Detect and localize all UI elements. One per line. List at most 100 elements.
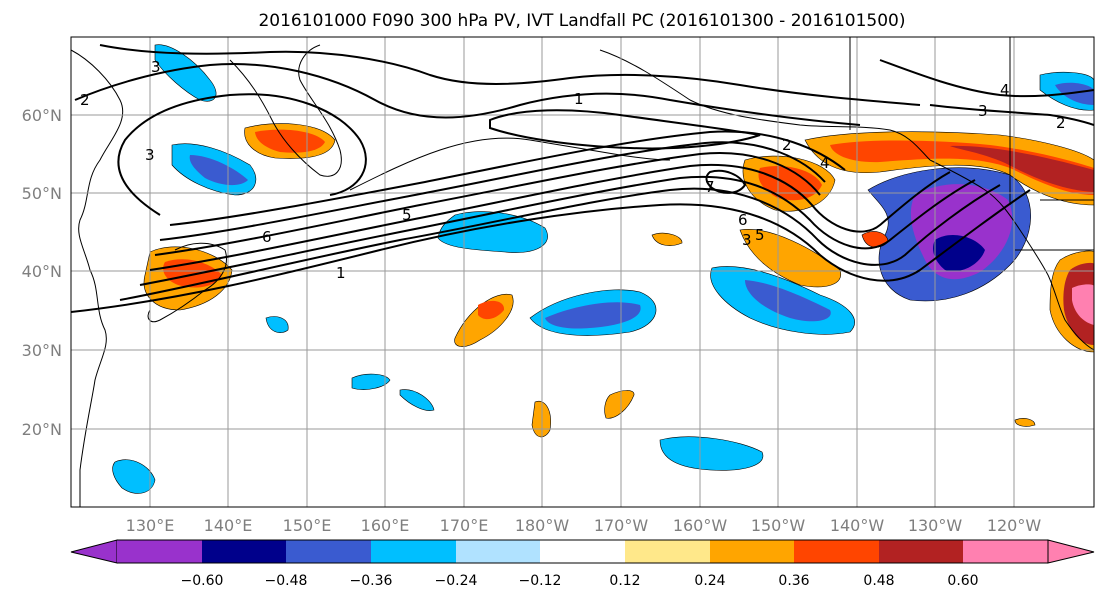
lat-tick-label: 20°N [22,420,62,439]
colorbar-tick-label: −0.24 [435,573,478,589]
lon-tick-label: 150°E [283,516,332,535]
contour-line [71,189,1031,313]
colorbar-swatch [286,540,371,563]
contour-line [149,164,951,271]
colorbar-swatch [879,540,963,563]
contour-label: 4 [820,154,830,172]
contour-line [879,59,1094,98]
lat-tick-label: 40°N [22,262,62,281]
coastline-kamchatka [229,44,342,177]
lon-tick-label: 170°E [440,516,489,535]
shading-negative-subtropics-3 [351,373,391,390]
contour-label: 3 [151,58,161,76]
shading-negative-subtropics-2 [112,459,156,494]
lat-tick-labels: 60°N 50°N 40°N 30°N 20°N [22,106,62,439]
shading-negative-dateline-inner [545,302,641,329]
contour-label: 1 [336,264,346,282]
colorbar-tick-label: 0.24 [694,573,725,589]
shading-negative-high-lat-east-inner [1055,82,1094,105]
contour-line [154,152,821,256]
contour-label: 5 [755,226,765,244]
contour-label: 2 [782,136,792,154]
contour-label: 7 [705,178,715,196]
contour-line [489,109,761,150]
contour-label: 3 [145,146,155,164]
shading-negative-subtropics-1 [659,436,764,471]
shading-positive-small-1 [651,232,683,246]
shading-positive-170e-core [478,300,505,320]
colorbar-swatch [710,540,794,563]
contour-line [119,184,1001,301]
colorbar-swatch [794,540,879,563]
shading-positive-california-max [1072,284,1094,325]
lon-tick-label: 170°W [594,516,649,535]
shading-positive-150w-core [758,165,822,201]
shading-negative-kamchatka-inner [189,155,248,186]
colorbar-swatch [117,540,202,563]
coastline-aleutians [349,137,671,191]
lon-tick-label: 160°E [361,516,410,535]
lon-tick-label: 140°E [204,516,253,535]
colorbar-swatch [540,540,625,563]
lon-tick-label: 130°E [126,516,175,535]
pv-shading [112,44,1094,494]
colorbar-swatch [202,540,286,563]
shading-negative-subtropics-4 [399,389,435,411]
lon-tick-label: 130°W [908,516,963,535]
colorbar-tick-label: −0.36 [350,573,393,589]
contour-line [159,141,826,241]
contour-line [74,63,861,126]
shading-positive-subtropics-1 [531,400,551,438]
coastline-asia [71,49,124,507]
contour-line [705,169,747,194]
lat-tick-label: 50°N [22,184,62,203]
contour-label: 3 [978,102,988,120]
colorbar-swatch [625,540,710,563]
ivt-contours [71,44,1094,313]
colorbar-tick-label: 0.60 [947,573,978,589]
colorbar-tick-label: 0.36 [778,573,809,589]
coastline-north-america [929,159,1094,351]
lon-tick-labels: 130°E 140°E 150°E 160°E 170°E 180°W 170°… [126,516,1042,535]
colorbar-extend-high [1047,539,1095,564]
lon-tick-label: 120°W [987,516,1042,535]
contour-label: 5 [402,206,412,224]
colorbar-tick-label: −0.12 [519,573,562,589]
lat-tick-label: 30°N [22,341,62,360]
contour-label: 2 [80,91,90,109]
contour-label: 6 [262,228,272,246]
lat-tick-label: 60°N [22,106,62,125]
colorbar-tick-label: −0.60 [181,573,224,589]
lon-tick-label: 140°W [830,516,885,535]
shading-negative-central-pacific-inner [745,280,831,322]
contour-labels: 1 2 2 3 3 3 3 4 4 5 5 6 6 7 1 2 [80,58,1066,282]
shading-positive-small-3 [1014,418,1036,427]
coastline-alaska [599,49,931,161]
colorbar-tick-label: 0.12 [609,573,640,589]
coastline-canada-border [849,37,1094,251]
colorbar-extend-low [70,539,118,564]
contour-label: 3 [742,231,752,249]
shading-positive-trough [739,229,842,288]
coastlines [71,37,1094,507]
contour-line [99,44,921,106]
contour-line [169,130,846,226]
contour-line [117,93,367,216]
colorbar-tick-label: 0.48 [863,573,894,589]
shading-negative-subtropics-5 [265,316,289,333]
lon-tick-label: 180°W [515,516,570,535]
lon-tick-label: 150°W [751,516,806,535]
contour-label: 4 [1000,81,1010,99]
contour-line [139,175,976,286]
colorbar: −0.60 −0.48 −0.36 −0.24 −0.12 0.12 0.24 … [70,539,1095,589]
map-title: 2016101000 F090 300 hPa PV, IVT Landfall… [258,11,905,31]
map-panel: 1 2 2 3 3 3 3 4 4 5 5 6 6 7 1 2 [70,36,1095,508]
colorbar-tick-label: −0.48 [265,573,308,589]
lon-tick-label: 160°W [673,516,728,535]
shading-negative-ne-pacific-center [933,235,985,272]
shading-positive-gulf-alaska-max [950,145,1094,192]
map-frame [70,36,1095,508]
colorbar-swatch [371,540,456,563]
contour-line [929,104,1094,126]
